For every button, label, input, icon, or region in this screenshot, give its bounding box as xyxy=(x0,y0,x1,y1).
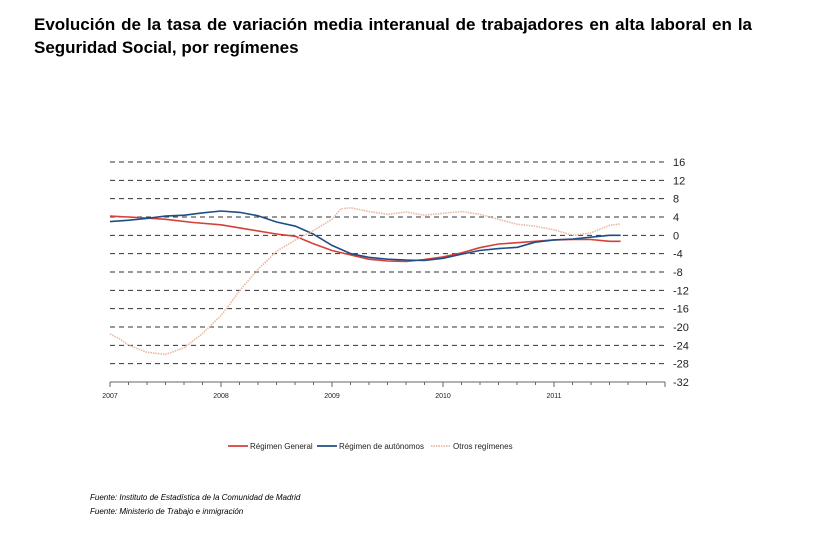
y-tick-label: -12 xyxy=(673,285,689,297)
y-tick-label: 12 xyxy=(673,175,685,187)
source-note-2: Fuente: Ministerio de Trabajo e inmigrac… xyxy=(90,507,244,516)
y-tick-label: 16 xyxy=(673,157,685,169)
legend-label-2: Otros regímenes xyxy=(453,442,513,451)
x-tick-label: 2010 xyxy=(435,393,451,400)
y-tick-label: 0 xyxy=(673,230,679,242)
y-tick-label: -32 xyxy=(673,377,689,389)
y-tick-label: -4 xyxy=(673,249,683,261)
y-tick-label: 4 xyxy=(673,212,679,224)
y-tick-label: -8 xyxy=(673,267,683,279)
x-axis: 2007 2008 2009 2010 2011 xyxy=(102,381,666,400)
x-tick-label: 2007 xyxy=(102,393,118,400)
y-axis-tick-labels: 16 12 8 4 0 -4 -8 -12 -16 -20 -24 -28 -32 xyxy=(673,157,689,389)
series-line-0 xyxy=(109,215,621,263)
page-title: Evolución de la tasa de variación media … xyxy=(34,15,752,57)
series-lines xyxy=(109,206,621,356)
y-tick-label: -28 xyxy=(673,359,689,371)
x-tick-label: 2008 xyxy=(213,393,229,400)
legend-label-0: Régimen General xyxy=(250,442,313,451)
series-line-2 xyxy=(109,206,621,356)
y-tick-label: -20 xyxy=(673,322,689,334)
grid-lines xyxy=(110,161,665,365)
x-tick-label: 2009 xyxy=(324,393,340,400)
y-tick-label: -16 xyxy=(673,304,689,316)
source-note-1: Fuente: Instituto de Estadística de la C… xyxy=(90,493,301,502)
series-line-1 xyxy=(109,210,621,262)
legend: Régimen General Régimen de autónomos Otros… xyxy=(228,442,513,451)
y-tick-label: 8 xyxy=(673,194,679,206)
x-tick-label: 2011 xyxy=(546,393,561,400)
y-tick-label: -24 xyxy=(673,340,689,352)
legend-label-1: Régimen de autónomos xyxy=(339,442,424,451)
